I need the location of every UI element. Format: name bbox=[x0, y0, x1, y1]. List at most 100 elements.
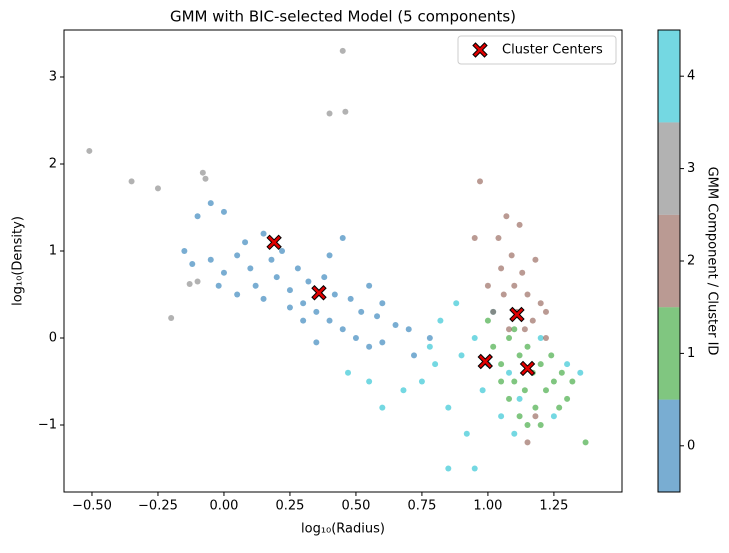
point bbox=[498, 361, 505, 368]
point bbox=[339, 47, 346, 54]
point bbox=[495, 234, 502, 241]
colorbar-tick-label: 4 bbox=[687, 69, 695, 84]
point bbox=[300, 317, 307, 324]
point bbox=[234, 252, 241, 259]
point bbox=[411, 352, 418, 359]
point bbox=[279, 247, 286, 254]
point bbox=[506, 369, 513, 376]
point bbox=[479, 387, 486, 394]
point bbox=[242, 239, 249, 246]
point bbox=[490, 343, 497, 350]
point bbox=[432, 361, 439, 368]
point bbox=[521, 387, 528, 394]
point bbox=[516, 395, 523, 402]
point bbox=[511, 430, 518, 437]
point bbox=[437, 317, 444, 324]
point bbox=[300, 300, 307, 307]
y-tick-label: 0 bbox=[49, 331, 57, 346]
point bbox=[339, 326, 346, 333]
point bbox=[498, 413, 505, 420]
point bbox=[445, 404, 452, 411]
cluster-center bbox=[311, 285, 327, 301]
point bbox=[516, 352, 523, 359]
point bbox=[286, 287, 293, 294]
y-axis-label: log₁₀(Density) bbox=[11, 216, 26, 306]
x-tick-label: −0.50 bbox=[72, 499, 112, 514]
point bbox=[511, 378, 518, 385]
point bbox=[532, 413, 539, 420]
point bbox=[326, 252, 333, 259]
point bbox=[234, 291, 241, 298]
point bbox=[542, 387, 549, 394]
y-tick-label: 2 bbox=[49, 156, 57, 171]
point bbox=[252, 282, 259, 289]
point bbox=[500, 291, 507, 298]
point bbox=[498, 265, 505, 272]
point bbox=[516, 221, 523, 228]
point bbox=[379, 339, 386, 346]
point bbox=[550, 378, 557, 385]
point bbox=[405, 326, 412, 333]
point bbox=[524, 291, 531, 298]
cluster-center bbox=[477, 353, 493, 370]
point bbox=[471, 465, 478, 472]
point bbox=[503, 213, 510, 220]
point bbox=[331, 291, 338, 298]
y-tick-label: −1 bbox=[38, 418, 57, 433]
point bbox=[273, 274, 280, 281]
point bbox=[268, 256, 275, 263]
point bbox=[247, 265, 254, 272]
point bbox=[366, 282, 373, 289]
point bbox=[506, 326, 513, 333]
x-tick-label: 0.00 bbox=[209, 499, 238, 514]
point bbox=[294, 265, 301, 272]
point bbox=[379, 300, 386, 307]
point bbox=[445, 465, 452, 472]
point bbox=[194, 213, 201, 220]
point bbox=[326, 110, 333, 117]
point bbox=[352, 335, 359, 341]
point bbox=[220, 208, 227, 215]
colorbar-band bbox=[658, 122, 680, 215]
point bbox=[471, 335, 478, 341]
point bbox=[220, 269, 227, 276]
chart-title: GMM with BIC-selected Model (5 component… bbox=[170, 8, 516, 26]
point bbox=[345, 369, 352, 376]
point bbox=[458, 352, 465, 359]
point bbox=[537, 361, 544, 368]
point bbox=[342, 108, 349, 115]
plot-frame bbox=[63, 29, 623, 493]
point bbox=[379, 404, 386, 411]
colorbar-band bbox=[658, 214, 680, 308]
point bbox=[537, 300, 544, 307]
point bbox=[558, 369, 565, 376]
colorbar-tick-label: 2 bbox=[687, 254, 695, 269]
colorbar-frame bbox=[657, 29, 681, 493]
colorbar-label: GMM Component / Cluster ID bbox=[705, 167, 720, 356]
point bbox=[550, 413, 557, 420]
point bbox=[313, 308, 320, 315]
point bbox=[521, 326, 528, 333]
point bbox=[339, 234, 346, 241]
point bbox=[154, 185, 161, 192]
point bbox=[181, 247, 188, 254]
point bbox=[490, 308, 497, 315]
point bbox=[189, 261, 196, 268]
point bbox=[537, 422, 544, 429]
point bbox=[186, 281, 193, 288]
point bbox=[524, 343, 531, 350]
point bbox=[326, 317, 333, 324]
point bbox=[508, 252, 515, 259]
point bbox=[556, 404, 563, 411]
colorbar-band bbox=[658, 307, 680, 400]
point bbox=[313, 339, 320, 346]
point bbox=[199, 169, 206, 176]
x-tick-label: 0.75 bbox=[407, 499, 436, 514]
point bbox=[564, 395, 571, 402]
point bbox=[542, 308, 549, 315]
point bbox=[202, 175, 209, 182]
point bbox=[524, 422, 531, 429]
point bbox=[215, 282, 222, 289]
point bbox=[577, 369, 584, 376]
